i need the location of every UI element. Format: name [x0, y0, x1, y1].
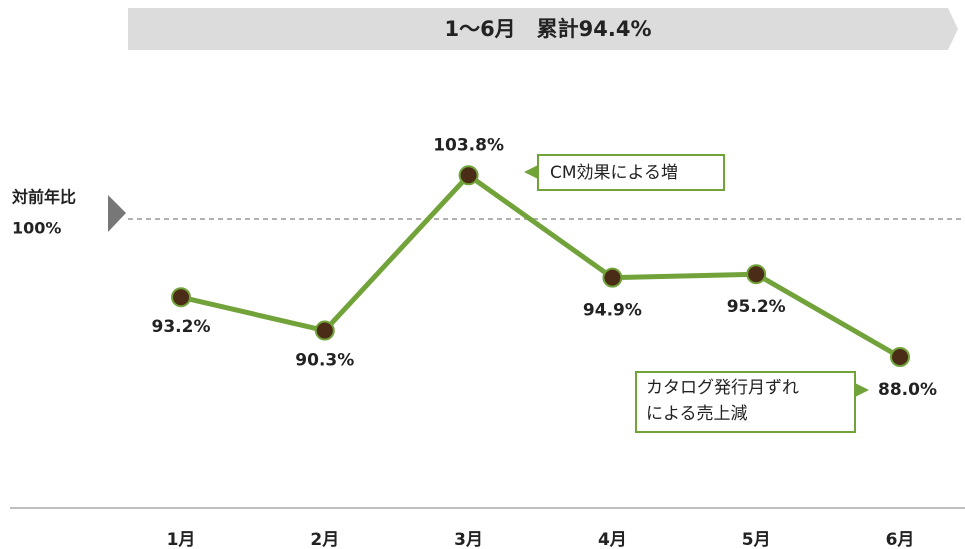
reference-pointer	[108, 195, 126, 232]
value-label: 88.0%	[878, 380, 937, 400]
value-label: 93.2%	[152, 317, 211, 337]
annotation-text: による売上減	[646, 404, 748, 424]
annotation-box	[635, 371, 856, 433]
x-tick-label: 3月	[454, 530, 483, 549]
marker	[314, 320, 335, 341]
annotation-pointer	[855, 383, 869, 397]
annotation-pointer	[524, 165, 538, 179]
x-tick-label: 5月	[742, 530, 771, 549]
reference-name: 対前年比	[11, 188, 76, 207]
marker	[602, 267, 623, 288]
marker	[746, 264, 767, 285]
x-tick-label: 4月	[598, 530, 627, 549]
annotation-text: CM効果による増	[550, 163, 678, 183]
value-label: 94.9%	[583, 301, 642, 321]
annotation-box	[537, 154, 725, 191]
reference-label: 100%	[12, 219, 61, 238]
value-label: 90.3%	[295, 351, 354, 371]
marker	[890, 347, 910, 367]
value-label: 103.8%	[433, 135, 504, 155]
value-label: 95.2%	[727, 297, 786, 317]
x-tick-label: 6月	[886, 530, 915, 549]
marker	[458, 165, 479, 186]
marker	[171, 287, 191, 308]
x-tick-label: 1月	[167, 530, 196, 549]
annotation-text: カタログ発行月ずれ	[646, 378, 799, 398]
chart-title: 1～6月 累計94.4%	[444, 17, 651, 41]
line	[180, 172, 902, 360]
title-bar	[128, 8, 958, 50]
x-tick-label: 2月	[310, 530, 339, 549]
